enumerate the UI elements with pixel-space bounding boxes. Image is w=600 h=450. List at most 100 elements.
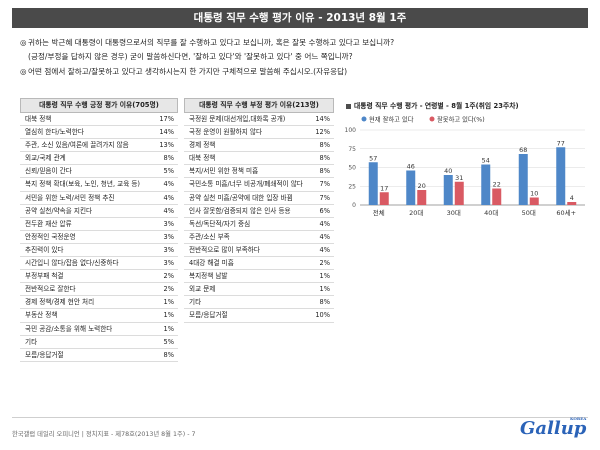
positive-table-row-value: 2%	[163, 285, 174, 294]
negative-table-row: 대북 정책 8%	[184, 152, 334, 166]
negative-table-row-value: 10%	[315, 311, 330, 320]
disapprove-bar	[379, 192, 389, 205]
x-tick-label: 전체	[373, 208, 385, 217]
question-1-followup: (긍정/부정을 답하지 않은 경우) 굳이 말씀하신다면, '잘하고 있다'와 …	[28, 52, 353, 61]
positive-table-row-value: 5%	[163, 167, 174, 176]
positive-table-row: 공약 실천/약속을 지킨다 4%	[20, 205, 178, 218]
positive-table-row-value: 2%	[163, 272, 174, 281]
negative-table-row-value: 8%	[319, 298, 330, 307]
negative-table-row-value: 7%	[319, 193, 330, 202]
y-tick-label: 50	[348, 165, 356, 172]
disapprove-bar	[567, 202, 577, 205]
negative-table-row: 복지/서민 위한 정책 미흡 8%	[184, 165, 334, 179]
data-label: 68	[519, 146, 527, 154]
legend-label: 현재 잘하고 있다	[369, 115, 414, 124]
negative-table-row-value: 8%	[319, 167, 330, 176]
negative-table-row-label: 국민소통 미흡/너무 비공개/폐쇄적이 않다	[189, 180, 303, 189]
positive-table-row-value: 1%	[163, 311, 174, 320]
negative-table-row-label: 국정 운영이 원활하지 않다	[189, 128, 263, 137]
data-label: 20	[418, 182, 426, 190]
data-label: 54	[482, 157, 490, 165]
positive-table-row: 기타 5%	[20, 336, 178, 349]
chart-title-text: 대통령 직무 수행 평가 - 연령별 - 8월 1주(취임 23주차)	[354, 102, 519, 110]
positive-table-row: 주관, 소신 있음/여론에 끌려가지 않음 13%	[20, 139, 178, 153]
negative-table-row-value: 4%	[319, 245, 330, 254]
positive-table-row: 신뢰/믿음이 간다 5%	[20, 165, 178, 179]
x-tick-label: 50대	[522, 209, 536, 217]
negative-table-row: 국민소통 미흡/너무 비공개/폐쇄적이 않다 7%	[184, 178, 334, 192]
negative-table-row-label: 4대강 해결 미흡	[189, 259, 234, 268]
positive-table-row-label: 전두환 재산 압류	[25, 219, 72, 228]
approve-bar	[556, 147, 566, 205]
negative-table-row-label: 독선/독단적/자기 중심	[189, 219, 251, 228]
data-label: 57	[369, 154, 377, 162]
positive-table-row-label: 경제 정책/경제 현안 처리	[25, 298, 95, 307]
positive-table-row-value: 17%	[159, 115, 174, 123]
negative-table-row-value: 14%	[315, 115, 330, 123]
disapprove-bar	[492, 188, 502, 205]
negative-table-row: 국정 운영이 원활하지 않다 12%	[184, 126, 334, 140]
data-label: 31	[455, 174, 463, 182]
y-tick-label: 25	[348, 183, 356, 190]
positive-table-row-label: 부정부패 척결	[25, 272, 64, 281]
y-tick-label: 0	[352, 202, 356, 209]
positive-table-row-value: 4%	[163, 206, 174, 215]
y-tick-label: 100	[345, 127, 357, 134]
positive-table-row: 부동산 정책 1%	[20, 309, 178, 323]
approve-bar	[406, 170, 416, 205]
negative-table-row-value: 1%	[319, 272, 330, 281]
negative-table-row-value: 4%	[319, 219, 330, 228]
positive-table-row-value: 1%	[163, 324, 174, 333]
positive-table-row: 안정적인 국정운영 3%	[20, 231, 178, 244]
positive-table-row: 부정부패 척결 2%	[20, 270, 178, 284]
positive-table-row: 국민 공감/소통을 위해 노력한다 1%	[20, 323, 178, 336]
negative-table-row-value: 1%	[319, 285, 330, 294]
positive-table-row: 서민을 위한 노력/서민 정책 추진 4%	[20, 192, 178, 205]
chart-title: 대통령 직무 수행 평가 - 연령별 - 8월 1주(취임 23주차)	[346, 100, 519, 110]
footer-divider	[12, 417, 588, 418]
negative-table-row-value: 7%	[319, 180, 330, 189]
legend-marker	[361, 116, 367, 122]
positive-table-row-label: 대북 정책	[25, 115, 52, 123]
negative-table-row: 주관/소신 부족 4%	[184, 231, 334, 244]
disapprove-bar	[417, 190, 427, 205]
positive-table-row-label: 복지 정책 확대(보육, 노인, 청년, 교육 등)	[25, 180, 141, 189]
positive-table-row-label: 전반적으로 잘한다	[25, 285, 76, 294]
negative-table-row-label: 기타	[189, 298, 202, 307]
x-tick-label: 30대	[447, 209, 461, 217]
positive-table-row: 전두환 재산 압류 3%	[20, 218, 178, 231]
positive-table-row: 모름/응답거절 8%	[20, 349, 178, 362]
positive-table-header: 대통령 직무 수행 긍정 평가 이유(705명)	[20, 98, 178, 113]
positive-table-row: 추진력이 있다 3%	[20, 244, 178, 258]
negative-reasons-table: 대통령 직무 수행 부정 평가 이유(213명) 국정원 문제(대선개입,대화록…	[184, 98, 334, 323]
negative-table-row: 공약 실천 미흡/공약에 대한 입장 바뀜 7%	[184, 192, 334, 205]
negative-table-row-label: 복지/서민 위한 정책 미흡	[189, 167, 259, 176]
disapprove-bar	[454, 181, 464, 205]
negative-table-row-label: 경제 정책	[189, 141, 216, 150]
negative-table-row-label: 대북 정책	[189, 154, 216, 163]
positive-table-row-label: 열심히 한다/노력한다	[25, 128, 84, 137]
question-1: ◎귀하는 박근혜 대통령이 대통령으로서의 직무를 잘 수행하고 있다고 보십니…	[20, 38, 394, 48]
positive-table-row-value: 13%	[159, 141, 174, 150]
positive-table-row-value: 3%	[163, 219, 174, 228]
x-tick-label: 40대	[484, 209, 498, 217]
page-title: 대통령 직무 수행 평가 이유 - 2013년 8월 1주	[12, 8, 588, 28]
question-2: ◎어떤 점에서 잘하고/잘못하고 있다고 생각하시는지 한 가지만 구체적으로 …	[20, 67, 347, 77]
x-tick-label: 20대	[409, 209, 423, 217]
negative-table-row: 복지정책 남발 1%	[184, 270, 334, 284]
question-2-text: 어떤 점에서 잘하고/잘못하고 있다고 생각하시는지 한 가지만 구체적으로 말…	[28, 67, 348, 76]
negative-table-row: 전반적으로 많이 부족하다 4%	[184, 244, 334, 258]
positive-table-row-label: 외교/국제 관계	[25, 154, 66, 163]
positive-table-row-value: 3%	[163, 232, 174, 241]
positive-table-row-value: 1%	[163, 298, 174, 307]
positive-table-row-label: 시간입니 않다/잡음 없다/신중하다	[25, 259, 119, 268]
positive-table-row-label: 부동산 정책	[25, 311, 58, 320]
question-1-text: 귀하는 박근혜 대통령이 대통령으로서의 직무를 잘 수행하고 있다고 보십니까…	[28, 38, 395, 47]
positive-reasons-table: 대통령 직무 수행 긍정 평가 이유(705명) 대북 정책 17% 열심히 한다/…	[20, 98, 178, 362]
positive-table-row: 복지 정책 확대(보육, 노인, 청년, 교육 등) 4%	[20, 178, 178, 192]
positive-table-row: 대북 정책 17%	[20, 113, 178, 127]
positive-table-row-value: 5%	[163, 337, 174, 346]
positive-table-row-value: 14%	[159, 128, 174, 137]
